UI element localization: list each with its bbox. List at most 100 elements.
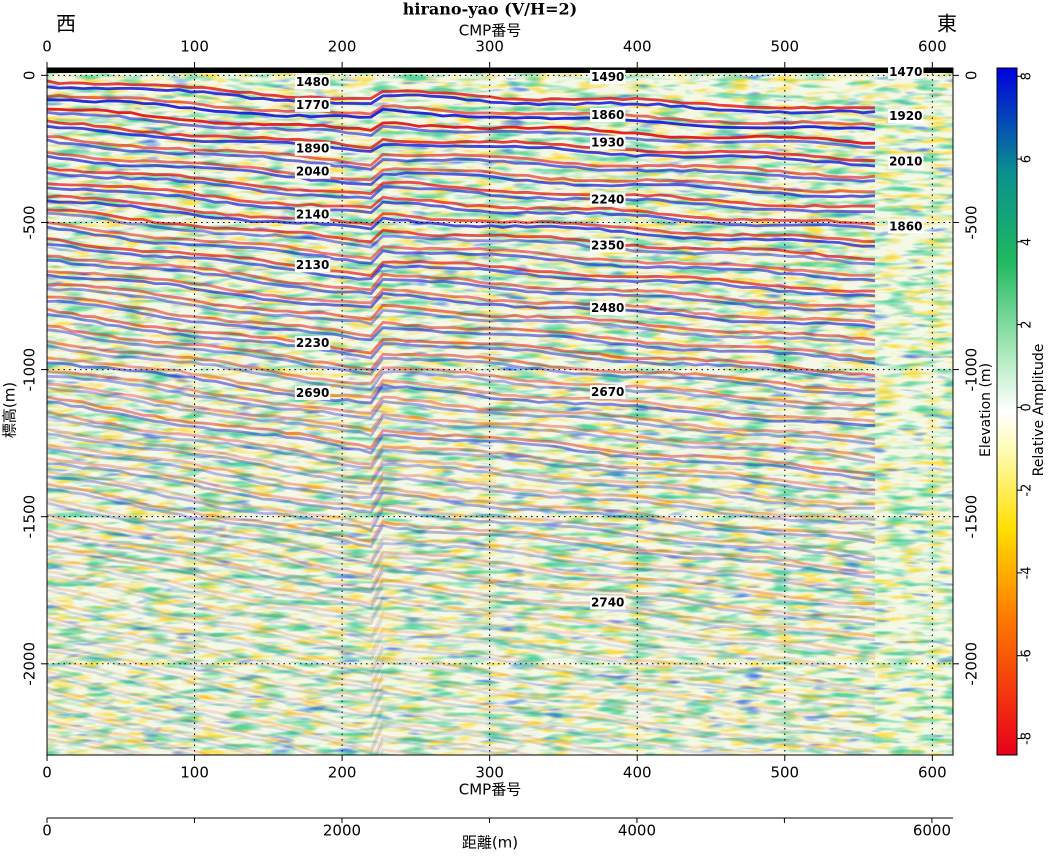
x-tick-label-bottom: 200: [328, 764, 357, 782]
reflector: [47, 649, 876, 755]
reflector: [47, 225, 876, 283]
colorbar-tick-label: 8: [1020, 72, 1035, 80]
reflector: [47, 446, 876, 527]
reflector: [47, 150, 876, 194]
x-tick-label-top: 300: [475, 38, 504, 56]
reflector: [47, 199, 876, 248]
velocity-label-bg: [590, 69, 626, 84]
reflector: [47, 211, 876, 266]
x-tick-label-top: 400: [623, 38, 652, 56]
reflector: [47, 533, 876, 626]
reflector: [47, 427, 875, 506]
reflector: [47, 570, 876, 675]
reflector: [47, 432, 875, 510]
x-tick-label-top: 200: [328, 38, 357, 56]
reflector: [47, 501, 876, 596]
reflector: [47, 400, 876, 482]
reflector: [47, 717, 214, 755]
velocity-label-bg: [294, 207, 331, 222]
x-tick-label-bottom: 0: [42, 764, 52, 782]
velocity-label: 2140: [296, 208, 329, 222]
reflector: [47, 270, 876, 325]
distance-label: 距離(m): [462, 834, 518, 852]
velocity-label-bg: [294, 141, 331, 156]
reflector: [47, 675, 606, 755]
reflector: [47, 415, 876, 496]
reflector: [47, 85, 876, 115]
velocity-label-bg: [294, 74, 331, 89]
reflector: [47, 221, 875, 277]
reflector: [47, 370, 876, 442]
reflector: [47, 107, 876, 145]
x-tick-label-bottom: 300: [475, 764, 504, 782]
reflector: [47, 482, 876, 575]
y-tick-label-right: 0: [963, 71, 981, 81]
colorbar-tick-label: 4: [1020, 238, 1035, 246]
velocity-label: 2480: [591, 301, 624, 315]
velocity-label: 2350: [591, 239, 624, 253]
velocity-label: 2740: [591, 595, 624, 609]
reflector: [47, 361, 876, 427]
reflector: [47, 299, 876, 365]
velocity-label-bg: [294, 385, 331, 400]
reflector: [47, 382, 876, 460]
reflector: [47, 258, 876, 313]
reflector: [47, 701, 446, 755]
reflector: [47, 686, 539, 755]
velocity-label-bg: [888, 219, 924, 234]
velocity-label-bg: [294, 164, 331, 179]
reflector: [47, 462, 876, 544]
reflector: [47, 287, 876, 346]
y-tick-label-right: -1500: [963, 495, 981, 539]
velocity-label: 1930: [591, 136, 624, 150]
reflector: [47, 79, 876, 110]
reflector: [47, 324, 876, 392]
reflector: [47, 457, 876, 540]
x-tick-label-bottom: 500: [770, 764, 799, 782]
reflector: [47, 497, 876, 592]
reflector: [47, 469, 876, 559]
velocity-label: 2040: [296, 165, 329, 179]
velocity-label-bg: [294, 97, 331, 112]
reflector: [47, 344, 876, 412]
reflector: [47, 237, 876, 294]
reflector: [47, 166, 876, 209]
reflector: [47, 254, 876, 308]
y-tick-label-right: -500: [963, 205, 981, 239]
velocity-label-bg: [590, 238, 626, 253]
x-tick-label-bottom: 100: [180, 764, 209, 782]
reflector: [47, 273, 876, 329]
plot-frame: [46, 67, 954, 756]
reflector: [47, 295, 876, 360]
velocity-label: 1920: [889, 109, 922, 123]
y-tick-label-left: -2000: [21, 642, 39, 686]
y-label-right: Elevation (m): [978, 363, 994, 457]
velocity-label-bg: [294, 258, 331, 273]
reflector: [47, 604, 876, 710]
reflector: [47, 562, 876, 660]
reflector: [47, 548, 876, 642]
distance-tick-label: 2000: [323, 822, 361, 840]
reflector: [47, 599, 876, 706]
x-label-bottom: CMP番号: [459, 781, 521, 799]
velocity-label-bg: [590, 595, 626, 610]
reflector: [47, 584, 876, 691]
velocity-label-bg: [294, 336, 331, 351]
colorbar-label: Relative Amplitude: [1031, 344, 1047, 477]
seismic-section: [47, 68, 953, 755]
reflector: [47, 443, 876, 521]
reflector: [47, 386, 876, 464]
velocity-label-bg: [590, 107, 626, 122]
colorbar-tick-label: -2: [1020, 484, 1035, 497]
colorbar-tick-label: -6: [1020, 649, 1035, 662]
x-tick-label-top: 600: [918, 38, 947, 56]
velocity-label-bg: [590, 135, 626, 150]
reflector: [47, 182, 876, 226]
reflector: [47, 307, 876, 377]
top-band: [47, 68, 953, 73]
reflector: [47, 171, 876, 214]
reflector: [47, 135, 876, 180]
texture-blue: [47, 68, 953, 755]
velocity-label: 1860: [889, 219, 922, 233]
